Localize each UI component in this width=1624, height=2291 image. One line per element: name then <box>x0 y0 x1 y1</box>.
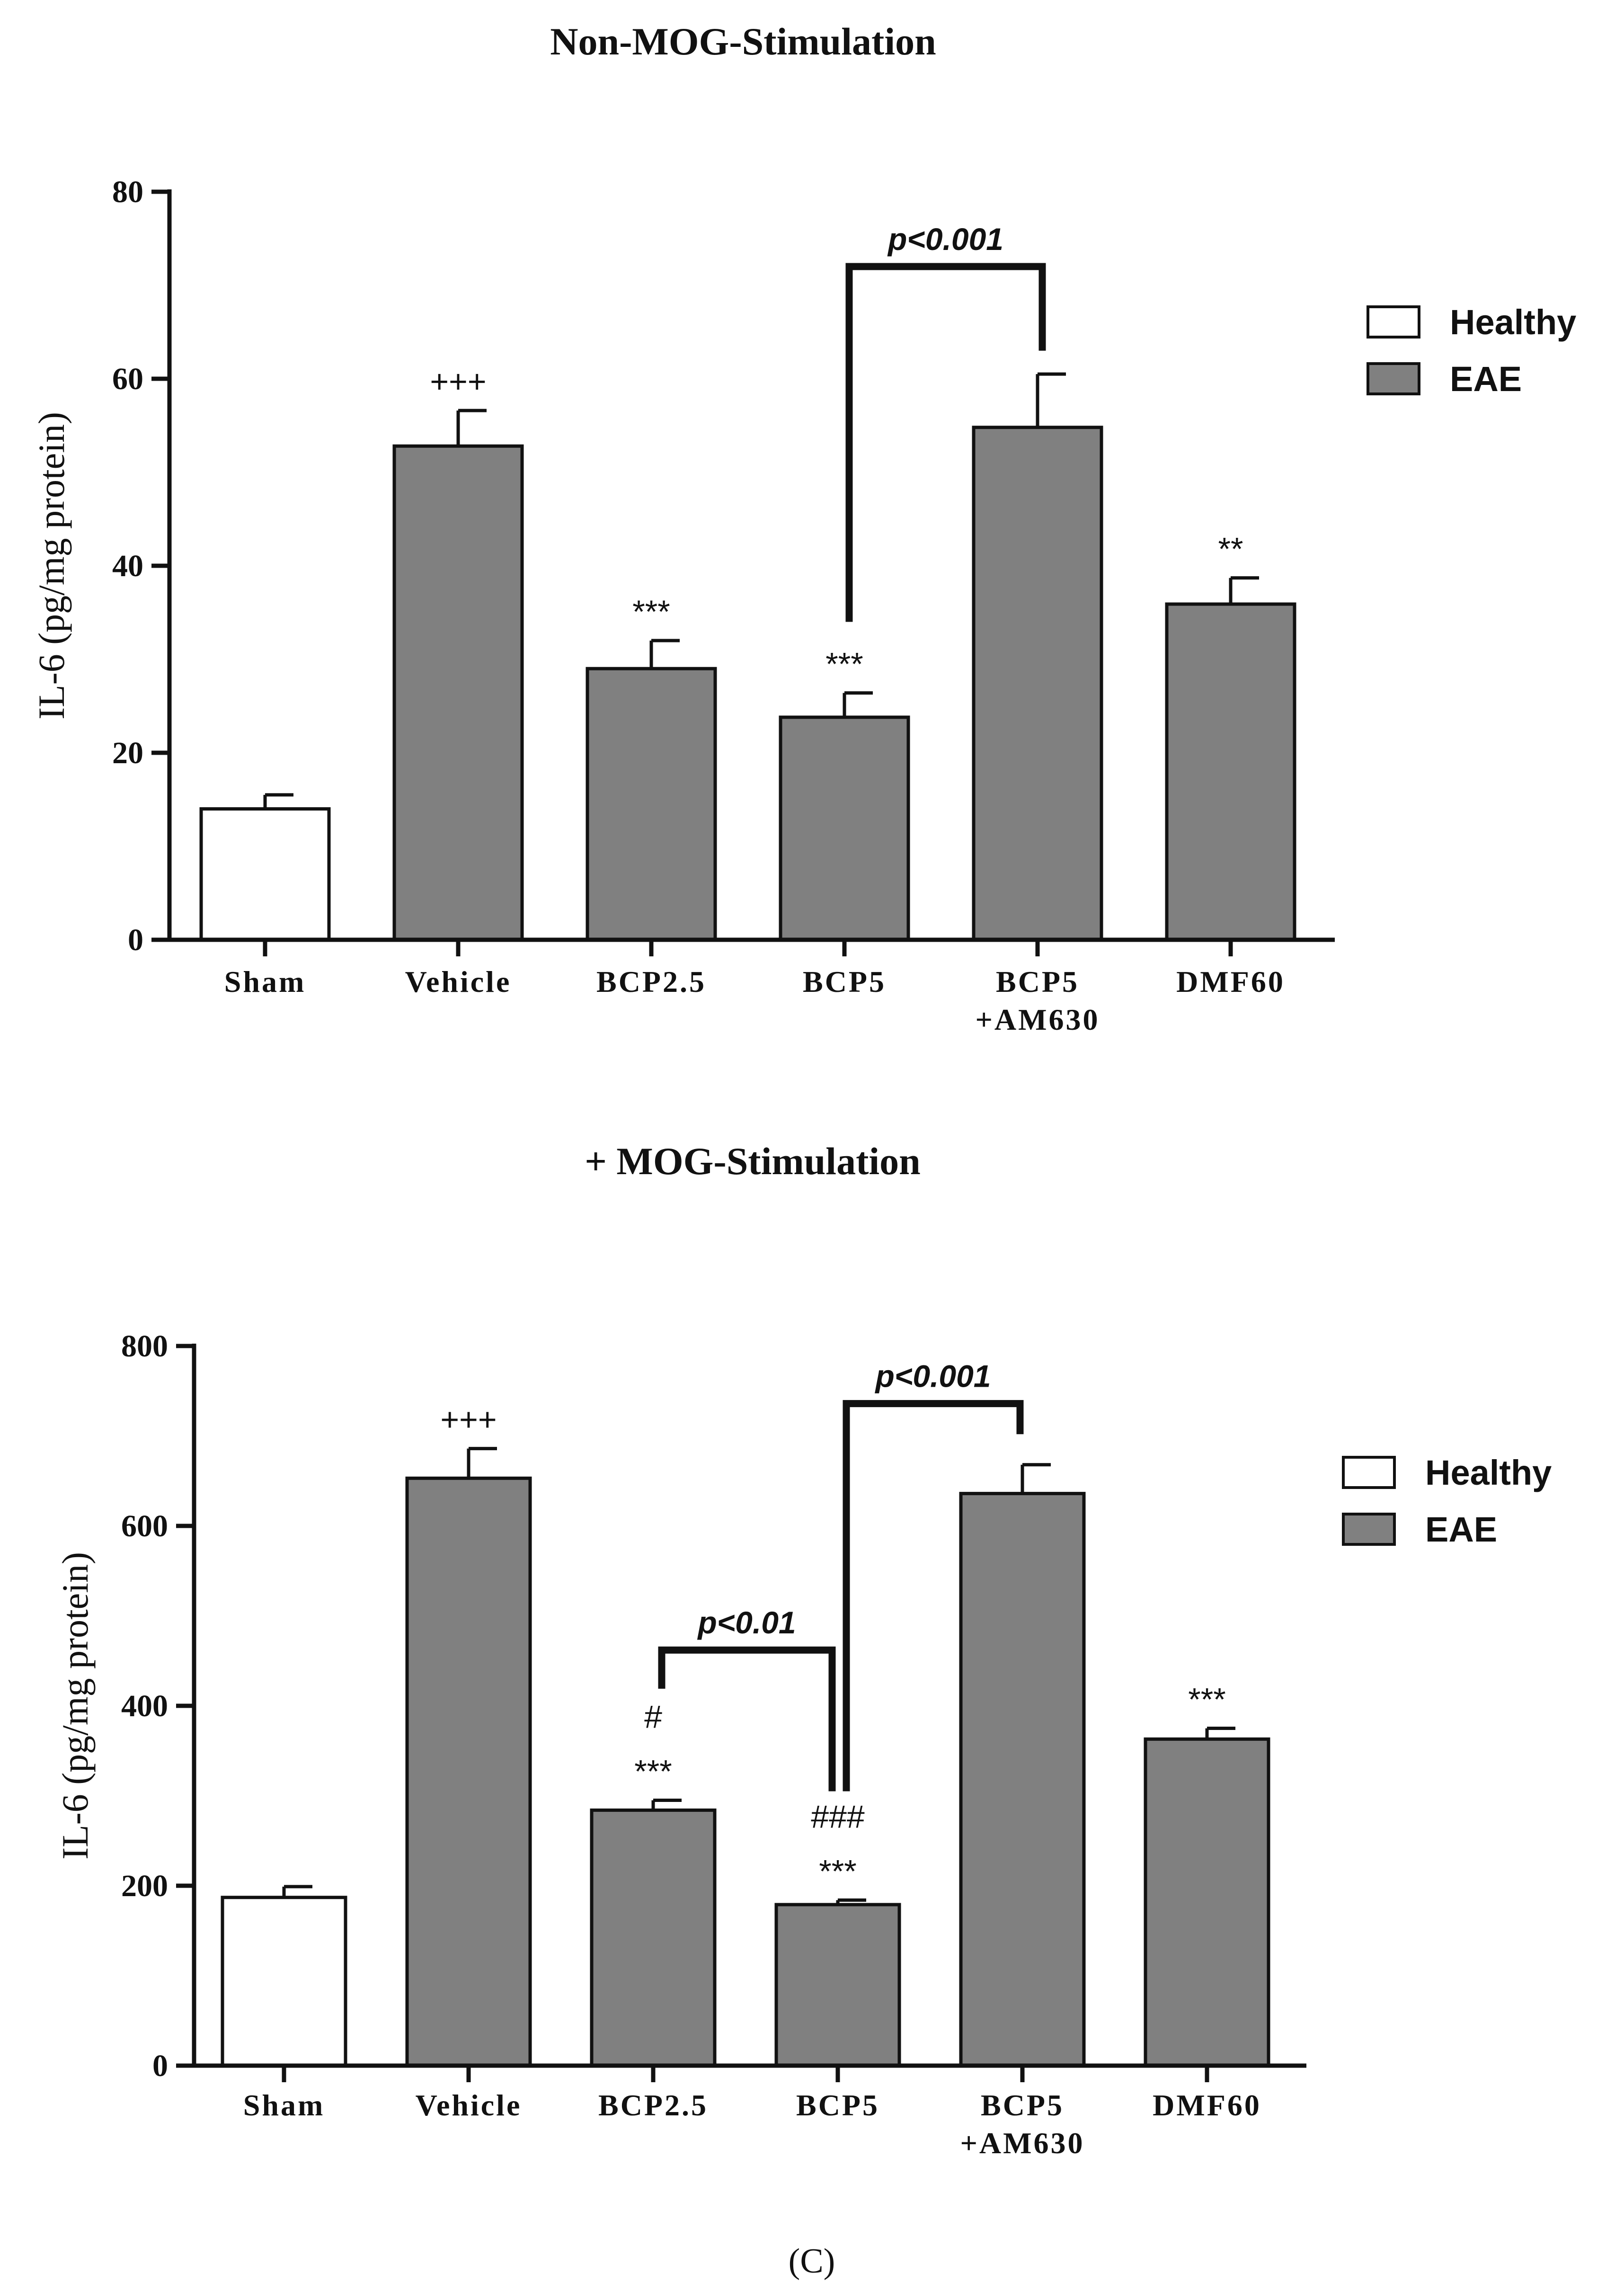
legend-label-0: Healthy <box>1425 1453 1552 1492</box>
y-tick-label-3: 60 <box>112 362 143 396</box>
bar-2 <box>590 1808 717 2068</box>
x-tick-label-1-0: Vehicle <box>405 965 512 998</box>
legend-label-1: EAE <box>1425 1510 1497 1549</box>
y-axis-label: IL-6 (pg/mg protein) <box>54 1552 96 1860</box>
x-tick-label-2-0: BCP2.5 <box>596 965 706 998</box>
x-tick-label-0-0: Sham <box>224 965 306 998</box>
chart-title: Non-MOG-Stimulation <box>550 20 936 63</box>
y-tick-label-1: 200 <box>121 1869 168 1903</box>
x-tick-label-3-0: BCP5 <box>796 2088 879 2122</box>
y-tick-label-2: 400 <box>121 1689 168 1723</box>
chart-mog: + MOG-Stimulation IL-6 (pg/mg protein) +++… <box>54 1140 1552 2160</box>
x-tick-label-5-0: DMF60 <box>1153 2088 1261 2122</box>
bar-1 <box>405 1476 532 2068</box>
annotation-2-0: # <box>644 1699 662 1735</box>
bracket-0 <box>845 263 1046 622</box>
bar-3 <box>779 715 910 942</box>
annotation-5-0: ** <box>1218 531 1243 567</box>
legend-swatch-1 <box>1367 362 1420 395</box>
annotation-5-0: *** <box>1188 1682 1225 1718</box>
x-tick-label-5-0: DMF60 <box>1176 965 1285 998</box>
legend-swatch-0 <box>1342 1456 1396 1489</box>
bar-4 <box>972 426 1103 942</box>
chart-title: + MOG-Stimulation <box>585 1140 921 1183</box>
bar-2 <box>586 667 717 942</box>
y-tick-label-0: 0 <box>128 923 143 957</box>
legend-label-0: Healthy <box>1450 303 1576 342</box>
bracket-1 <box>658 1646 836 1792</box>
x-tick-label-2-0: BCP2.5 <box>598 2088 708 2122</box>
y-tick-label-4: 80 <box>112 175 143 209</box>
bracket-0 <box>843 1400 1024 1792</box>
annotation-2-1: *** <box>634 1754 672 1790</box>
legend-swatch-0 <box>1367 305 1420 339</box>
annotation-3-0: *** <box>825 646 863 682</box>
bar-5 <box>1144 1737 1270 2068</box>
bar-3 <box>774 1903 901 2068</box>
bracket-label-1: p<0.01 <box>697 1605 796 1640</box>
y-tick-label-0: 0 <box>152 2049 168 2083</box>
y-axis-label: IL-6 (pg/mg protein) <box>31 412 72 720</box>
y-tick-label-3: 600 <box>121 1509 168 1543</box>
x-tick-label-4-1: +AM630 <box>960 2126 1084 2160</box>
chart-non-mog: Non-MOG-Stimulation IL-6 (pg/mg protein) +… <box>31 20 1576 1036</box>
bar-4 <box>959 1492 1086 2068</box>
legend-label-1: EAE <box>1450 359 1522 399</box>
bar-0 <box>221 1896 347 2068</box>
x-tick-label-1-0: Vehicle <box>416 2088 522 2122</box>
bar-0 <box>199 807 331 942</box>
annotation-3-0: ### <box>811 1799 865 1835</box>
x-tick-label-4-0: BCP5 <box>981 2088 1064 2122</box>
annotation-2-0: *** <box>632 594 670 630</box>
annotation-1-0: +++ <box>440 1402 497 1438</box>
y-tick-label-1: 20 <box>112 736 143 770</box>
figure-caption: (C) <box>789 2242 835 2281</box>
bracket-label-0: p<0.001 <box>887 222 1003 257</box>
legend-swatch-1 <box>1342 1513 1396 1546</box>
x-tick-label-0-0: Sham <box>243 2088 325 2122</box>
bracket-label-0: p<0.001 <box>874 1359 991 1394</box>
annotation-3-1: *** <box>819 1853 856 1889</box>
x-tick-label-4-1: +AM630 <box>975 1003 1100 1036</box>
bar-1 <box>392 444 524 942</box>
bar-5 <box>1165 602 1296 942</box>
y-tick-label-4: 800 <box>121 1329 168 1364</box>
x-tick-label-3-0: BCP5 <box>803 965 886 998</box>
annotation-1-0: +++ <box>430 364 486 400</box>
y-tick-label-2: 40 <box>112 549 143 583</box>
x-tick-label-4-0: BCP5 <box>996 965 1079 998</box>
